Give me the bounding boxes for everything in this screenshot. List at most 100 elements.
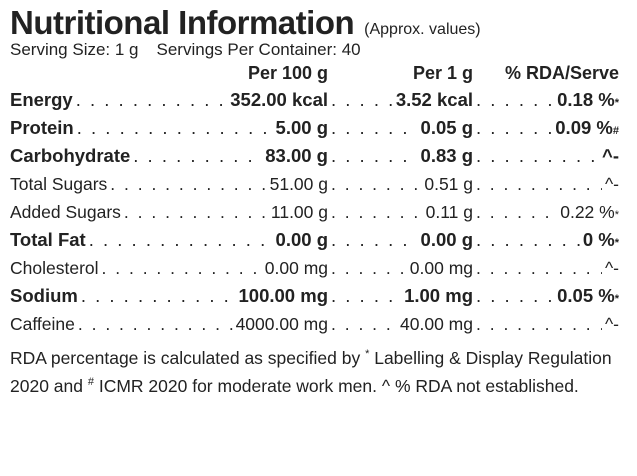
cell: 0.05 g (328, 117, 473, 139)
leader (77, 117, 273, 139)
leader (133, 145, 262, 167)
row: Added Sugars 11.00 g 0.11 g0.22 %* (10, 198, 627, 226)
nutrient-name: Energy (10, 89, 73, 110)
cell: 0 %* (473, 229, 619, 251)
per-1g: 0.51 g (424, 173, 473, 194)
nutrient-name: Protein (10, 117, 74, 138)
cell: 0.09 %# (473, 117, 619, 139)
cell: 3.52 kcal (328, 89, 473, 111)
cell: Added Sugars 11.00 g (10, 202, 328, 223)
rda: 0.18 % (557, 89, 615, 110)
cell: ^- (473, 258, 619, 279)
column-header: % RDA/Serve (504, 62, 619, 83)
leader (102, 258, 262, 279)
cell: Total Sugars 51.00 g (10, 174, 328, 195)
per-1g: 0.11 g (425, 201, 473, 222)
rda: 0 % (582, 229, 615, 250)
cell: Energy 352.00 kcal (10, 89, 328, 111)
leader (76, 89, 228, 111)
cell: Total Fat 0.00 g (10, 229, 328, 251)
per-1g: 1.00 mg (404, 285, 473, 306)
leader (476, 314, 602, 335)
per-100g: 4000.00 mg (235, 313, 328, 334)
nutrient-name: Added Sugars (10, 201, 121, 222)
leader (331, 89, 393, 111)
leader (81, 285, 236, 307)
rda: 0.09 % (555, 117, 613, 138)
leader (331, 117, 418, 139)
column-header: Per 100 g (247, 62, 328, 83)
row: Total Fat0.00 g0.00 g0 %* (10, 226, 627, 254)
nutrient-name: Sodium (10, 285, 78, 306)
row: Cholesterol 0.00 mg 0.00 mg ^- (10, 254, 627, 282)
leader (331, 229, 418, 251)
per-1g: 0.83 g (420, 145, 473, 166)
rda: ^- (604, 173, 619, 194)
leader (89, 229, 273, 251)
leader (476, 202, 557, 223)
cell: 0.51 g (328, 174, 473, 195)
cell: 0.00 g (328, 229, 473, 251)
row: Sodium100.00 mg1.00 mg0.05 %* (10, 282, 627, 310)
per-1g: 3.52 kcal (395, 89, 473, 110)
per-1g: 0.00 mg (409, 257, 473, 278)
footnote: RDA percentage is calculated as specifie… (10, 342, 627, 398)
nutrient-name: Total Fat (10, 229, 86, 250)
rda-mark: * (614, 208, 619, 221)
leader (331, 285, 401, 307)
row: Protein 5.00 g 0.05 g0.09 %# (10, 114, 627, 142)
cell: Cholesterol 0.00 mg (10, 258, 328, 279)
cell: Protein 5.00 g (10, 117, 328, 139)
per-1g: 0.05 g (420, 117, 473, 138)
per-100g: 352.00 kcal (230, 89, 328, 110)
row: Carbohydrate 83.00 g 0.83 g ^- (10, 142, 627, 170)
leader (476, 89, 554, 111)
cell: ^- (473, 314, 619, 335)
per-100g: 0.00 mg (264, 257, 328, 278)
footnote-mark: # (87, 375, 94, 388)
footnote-text: RDA percentage is calculated as specifie… (10, 347, 366, 368)
leader (331, 258, 407, 279)
leader (476, 174, 602, 195)
cell: 0.11 g (328, 202, 473, 223)
nutrient-name: Total Sugars (10, 173, 108, 194)
serving-size: Serving Size: 1 g (10, 40, 139, 59)
row: Caffeine 4000.00 mg 40.00 mg ^- (10, 310, 627, 338)
cell: 40.00 mg (328, 314, 473, 335)
cell: 0.22 %* (473, 202, 619, 223)
cell: 0.18 %* (473, 89, 619, 111)
cell: ^- (473, 145, 619, 167)
cell: 1.00 mg (328, 285, 473, 307)
rda: ^- (602, 145, 619, 166)
per-100g: 5.00 g (275, 117, 328, 138)
footnote-text: Labelling & Display Regulation 2020 and (10, 347, 612, 396)
column-headers: Per 100 g Per 1 g % RDA/Serve (10, 60, 627, 86)
rda: ^- (604, 257, 619, 278)
leader (331, 174, 421, 195)
per-1g: 40.00 mg (400, 313, 473, 334)
rda-mark: * (614, 97, 619, 109)
row: Total Sugars 51.00 g 0.51 g ^- (10, 170, 627, 198)
cell: ^- (473, 174, 619, 195)
nutrient-name: Cholesterol (10, 257, 99, 278)
row: Energy352.00 kcal3.52 kcal0.18 %* (10, 86, 627, 114)
rda-mark: * (614, 237, 619, 249)
per-100g: 83.00 g (265, 145, 328, 166)
footnote-text: ICMR 2020 for moderate work men. ^ % RDA… (93, 375, 579, 396)
nutrient-name: Carbohydrate (10, 145, 131, 166)
cell: Carbohydrate 83.00 g (10, 145, 328, 167)
leader (476, 117, 552, 139)
leader (476, 145, 599, 167)
leader (331, 145, 418, 167)
leader (331, 202, 423, 223)
leader (331, 314, 397, 335)
leader (78, 314, 233, 335)
cell: 0.00 mg (328, 258, 473, 279)
per-1g: 0.00 g (420, 229, 473, 250)
footnote-mark: * (365, 348, 370, 360)
leader (476, 229, 580, 251)
rda: ^- (604, 313, 619, 334)
per-100g: 11.00 g (270, 201, 328, 222)
cell: 0.05 %* (473, 285, 619, 307)
